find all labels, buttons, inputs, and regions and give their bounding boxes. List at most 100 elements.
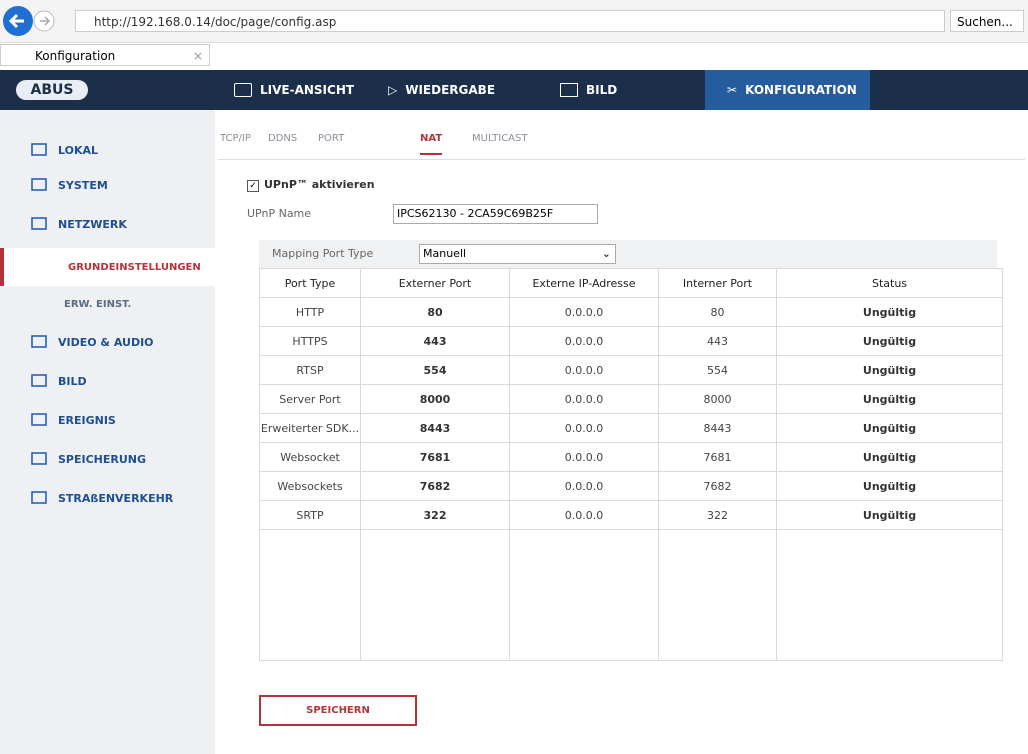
empty-cell — [259, 529, 361, 661]
port-table: Port Type Externer Port Externe IP-Adresse… — [259, 268, 1003, 661]
sidebar-label: STRAßENVERKEHR — [58, 491, 174, 505]
table-wrap: Port Type Externer Port Externe IP-Adresse… — [259, 268, 1003, 661]
table-row: Websockets 7682 0.0.0.0 7682 Ungültig — [259, 471, 1003, 501]
table-cell: SRTP — [259, 500, 361, 530]
sidebar-label: LOKAL — [58, 143, 99, 157]
app-header — [0, 70, 1028, 110]
header-cell: Status — [776, 268, 1003, 298]
select-value: Manuell — [423, 247, 467, 260]
nav-item-active[interactable]: ✂ KONFIGURATION — [705, 70, 870, 110]
table-cell: 8443 — [658, 413, 777, 443]
table-cell: Websocket — [259, 442, 361, 472]
header-cell: Externer Port — [360, 268, 510, 298]
header-cell: Port Type — [259, 268, 361, 298]
mapping-select[interactable]: Manuell ⌄ — [419, 244, 616, 264]
sidebar-item[interactable]: SYSTEM — [0, 166, 215, 204]
table-cell: 322 — [658, 500, 777, 530]
search: Suchen... — [957, 15, 1013, 29]
empty-cell — [658, 529, 777, 661]
mapping-label: Mapping Port Type — [272, 247, 374, 260]
table-cell: 0.0.0.0 — [509, 297, 659, 327]
table-cell: 80 — [360, 297, 510, 327]
table-cell: Ungültig — [776, 471, 1003, 501]
nav-item[interactable]: BILD — [560, 70, 617, 110]
table-cell: Server Port — [259, 384, 361, 414]
tab[interactable]: TCP/IP — [220, 133, 251, 144]
sidebar-item[interactable]: STRAßENVERKEHR — [0, 479, 215, 517]
table-cell: 8000 — [658, 384, 777, 414]
table-cell: 554 — [658, 355, 777, 385]
table-cell: 443 — [360, 326, 510, 356]
tab[interactable]: MULTICAST — [472, 133, 528, 144]
name-label: UPnP Name — [247, 207, 312, 220]
header-cell: Interner Port — [658, 268, 777, 298]
sidebar-item[interactable]: LOKAL — [0, 131, 215, 169]
sidebar-item[interactable]: NETZWERK — [0, 205, 215, 243]
table-cell: Ungültig — [776, 384, 1003, 414]
icon — [31, 217, 47, 230]
url: http://192.168.0.14/doc/page/config.asp — [94, 15, 337, 29]
icon — [31, 413, 47, 426]
tab-active[interactable]: NAT — [420, 133, 443, 155]
save-button[interactable]: SPEICHERN — [259, 695, 417, 726]
table-cell: 322 — [360, 500, 510, 530]
table-cell: 0.0.0.0 — [509, 326, 659, 356]
empty-cell — [776, 529, 1003, 661]
logo: ABUS — [16, 80, 88, 100]
address-bar[interactable]: http://192.168.0.14/doc/page/config.asp — [75, 10, 945, 32]
nav-item[interactable]: ▷ WIEDERGABE — [388, 83, 496, 97]
icon — [31, 143, 47, 156]
tab[interactable]: PORT — [318, 133, 345, 144]
table-cell: Ungültig — [776, 500, 1003, 530]
tab-line — [218, 159, 1025, 160]
sidebar-label: EREIGNIS — [58, 413, 116, 427]
table-cell: Ungültig — [776, 326, 1003, 356]
sidebar-item[interactable]: EREIGNIS — [0, 401, 215, 439]
sidebar-label: BILD — [58, 374, 87, 388]
sidebar-label: GRUNDEINSTELLUNGEN — [68, 261, 201, 273]
table-cell: 443 — [658, 326, 777, 356]
table-cell: HTTP — [259, 297, 361, 327]
table-cell: RTSP — [259, 355, 361, 385]
icon — [31, 491, 47, 504]
empty-row — [259, 529, 1003, 661]
table-cell: 80 — [658, 297, 777, 327]
sidebar-item[interactable]: SPEICHERUNG — [0, 440, 215, 478]
table-cell: 0.0.0.0 — [509, 471, 659, 501]
table-cell: 7682 — [360, 471, 510, 501]
table-row: HTTPS 443 0.0.0.0 443 Ungültig — [259, 326, 1003, 356]
table-cell: 7681 — [360, 442, 510, 472]
browser-tab[interactable]: Konfiguration × — [0, 44, 210, 66]
sidebar-label: SPEICHERUNG — [58, 452, 147, 466]
sidebar-item[interactable]: BILD — [0, 362, 215, 400]
sidebar-item-active[interactable]: GRUNDEINSTELLUNGEN — [0, 248, 215, 286]
sidebar-label: SYSTEM — [58, 178, 108, 192]
tab-close[interactable]: × — [192, 49, 203, 63]
header-cell: Externe IP-Adresse — [509, 268, 659, 298]
table-cell: 0.0.0.0 — [509, 500, 659, 530]
table-cell: Erweiterter SDK... — [259, 413, 361, 443]
search-box[interactable]: Suchen... — [950, 10, 1024, 32]
upnp-checkbox[interactable]: ✓ — [247, 180, 259, 192]
sidebar-label: NETZWERK — [58, 217, 127, 231]
table-cell: Ungültig — [776, 413, 1003, 443]
table-cell: 0.0.0.0 — [509, 413, 659, 443]
nav-buttons[interactable] — [2, 4, 72, 38]
empty-cell — [509, 529, 659, 661]
sidebar-label: ERW. EINST. — [64, 298, 132, 310]
tab-title: Konfiguration — [35, 49, 116, 63]
table-row: RTSP 554 0.0.0.0 554 Ungültig — [259, 355, 1003, 385]
name-input[interactable]: IPCS62130 - 2CA59C69B25F — [393, 204, 598, 224]
icon — [31, 178, 47, 191]
nav-item[interactable]: LIVE-ANSICHT — [234, 70, 354, 110]
sidebar-item[interactable]: VIDEO & AUDIO — [0, 323, 215, 361]
table-row: Websocket 7681 0.0.0.0 7681 Ungültig — [259, 442, 1003, 472]
upnp-label: UPnP™ aktivieren — [264, 178, 375, 191]
table-cell: Ungültig — [776, 442, 1003, 472]
sidebar-item[interactable]: ERW. EINST. — [0, 285, 215, 323]
table-cell: 0.0.0.0 — [509, 384, 659, 414]
nav-label: WIEDERGABE — [405, 83, 496, 97]
nav-label: BILD — [586, 83, 618, 97]
tab[interactable]: DDNS — [268, 133, 298, 144]
